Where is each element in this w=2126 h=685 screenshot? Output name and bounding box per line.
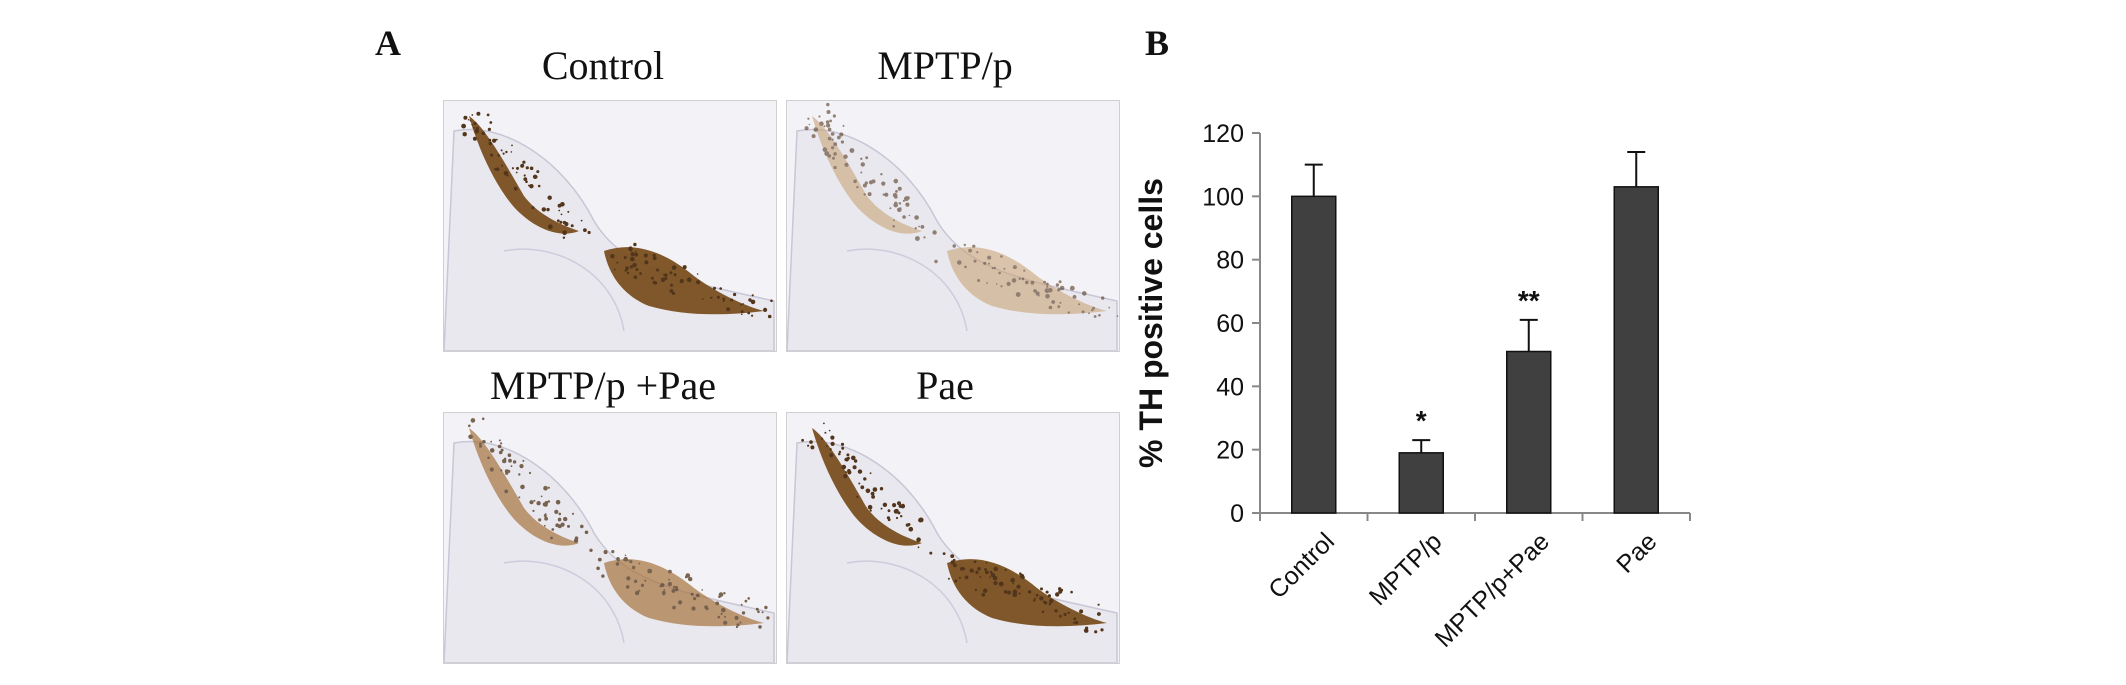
x-tick-label: MPTP/p+Pae xyxy=(1430,527,1555,652)
panel-a-label: A xyxy=(375,23,401,63)
micrograph-control xyxy=(443,100,777,352)
significance-marker: * xyxy=(1416,405,1427,436)
y-tick-label: 0 xyxy=(1230,500,1244,528)
significance-marker: ** xyxy=(1518,285,1540,316)
micrograph-pae-image xyxy=(787,413,1119,663)
y-tick-label: 100 xyxy=(1202,183,1244,211)
x-tick-label: Control xyxy=(1263,527,1340,604)
y-tick-label: 80 xyxy=(1216,247,1244,275)
y-tick-label: 40 xyxy=(1216,373,1244,401)
micrograph-mptp xyxy=(786,100,1120,352)
x-tick-label: Pae xyxy=(1611,527,1662,578)
panel-b-label: B xyxy=(1145,23,1170,63)
image-title-mptp-pae: MPTP/p +Pae xyxy=(490,363,716,408)
micrograph-mptp-image xyxy=(787,101,1119,351)
bar-mptp-p-pae xyxy=(1506,350,1552,514)
bar-pae xyxy=(1613,186,1659,514)
y-tick-label: 60 xyxy=(1216,310,1244,338)
bar-mptp-p xyxy=(1398,452,1444,514)
micrograph-pae xyxy=(786,412,1120,664)
image-title-pae: Pae xyxy=(916,363,974,408)
bar-control xyxy=(1291,195,1337,514)
y-axis-label: % TH positive cells xyxy=(1133,178,1169,468)
image-title-mptp: MPTP/p xyxy=(877,43,1013,88)
y-tick-label: 120 xyxy=(1202,120,1244,148)
micrograph-mptp-pae-image xyxy=(444,413,776,663)
bar-chart: % TH positive cells 0 20 40 60 80 100 120 Contro… xyxy=(1133,120,1691,653)
micrograph-mptp-pae xyxy=(443,412,777,664)
x-tick-label: MPTP/p xyxy=(1364,527,1448,611)
y-tick-label: 20 xyxy=(1216,437,1244,465)
image-title-control: Control xyxy=(541,43,665,88)
micrograph-control-image xyxy=(444,101,776,351)
